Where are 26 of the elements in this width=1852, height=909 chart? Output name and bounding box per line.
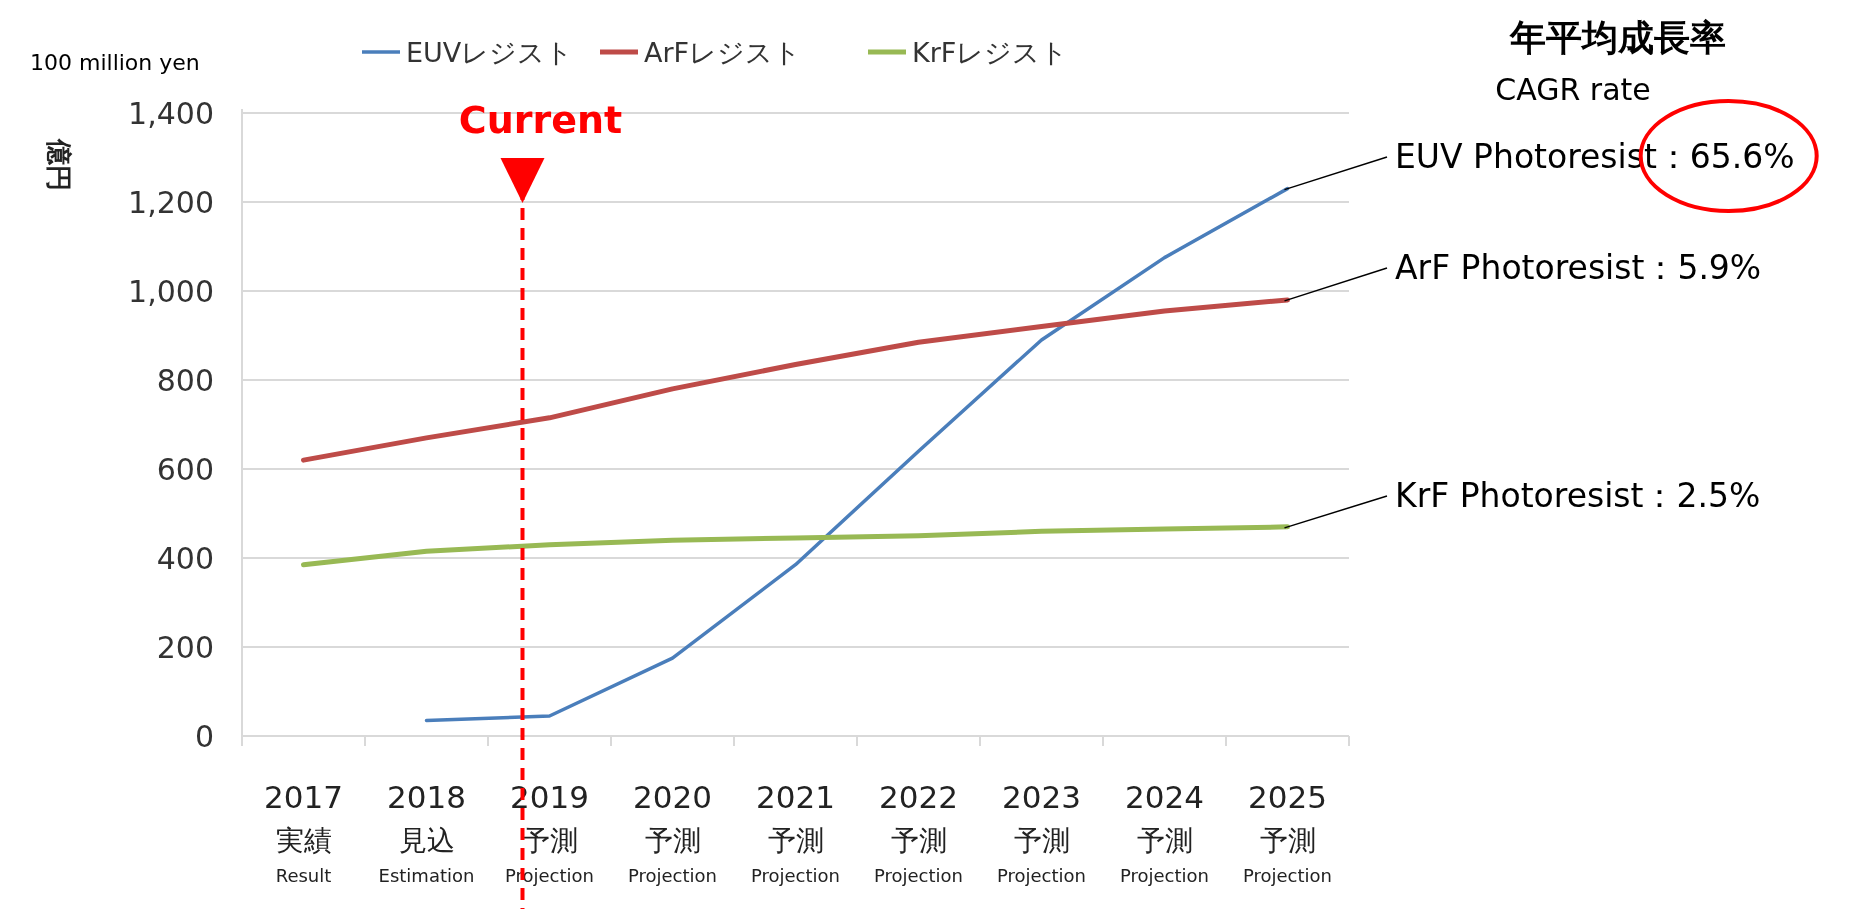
text: CAGR rate <box>1495 72 1651 107</box>
ref-line-label: Current <box>458 98 623 142</box>
y-tick-label: 600 <box>156 452 214 487</box>
y-tick-label: 800 <box>156 363 214 398</box>
x-tick-label: 2018 見込 Estimation <box>378 779 475 886</box>
y-tick-label: 400 <box>156 541 214 576</box>
legend-label: KrFレジスト <box>912 37 1069 68</box>
y-tick-label: 0 <box>194 719 214 754</box>
text: 100 million yen <box>30 50 200 75</box>
y-tick-label: 1,400 <box>128 96 214 131</box>
x-tick-label: 2020 予測 Projection <box>627 779 718 886</box>
legend-label: ArFレジスト <box>644 37 802 68</box>
x-tick-label: 2023 予測 Projection <box>996 779 1087 886</box>
x-tick-label: 2017 実績 Result <box>264 779 343 886</box>
x-tick-label: 2025 予測 Projection <box>1242 779 1333 886</box>
x-tick-label: 2022 予測 Projection <box>873 779 964 886</box>
y-tick-label: 200 <box>156 630 214 665</box>
legend-label: EUVレジスト <box>406 37 574 68</box>
y-tick-label: 1,000 <box>128 274 214 309</box>
x-tick-label: 2021 予測 Projection <box>750 779 841 886</box>
text: 年平均成長率 <box>1509 17 1726 58</box>
annotation: ArF Photoresist：5.9% <box>1395 248 1762 287</box>
x-tick-label: 2024 予測 Projection <box>1119 779 1210 886</box>
y-tick-label: 1,200 <box>128 185 214 220</box>
annotation: KrF Photoresist：2.5% <box>1395 476 1761 515</box>
y-axis-title: 億円 <box>44 138 74 191</box>
